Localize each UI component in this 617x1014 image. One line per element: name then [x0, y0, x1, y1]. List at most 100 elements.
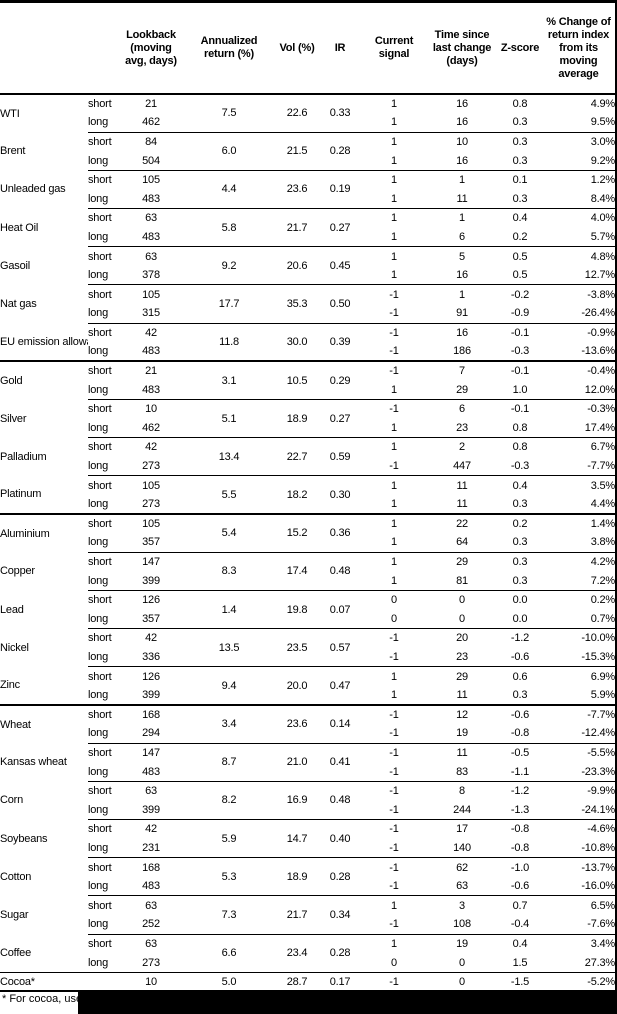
- cell-annualized-return: 5.4: [182, 513, 276, 553]
- cell-vol: 28.7: [276, 971, 318, 992]
- cell-z-score: -0.8: [498, 819, 542, 839]
- cell-commodity-name: Unleaded gas: [0, 183, 66, 196]
- cell-current-signal: -1: [362, 857, 426, 877]
- cell-commodity-name: Brent: [0, 145, 26, 158]
- cell-ir: 0.07: [318, 589, 362, 629]
- cell-lookback: 231: [142, 841, 160, 854]
- cell-current-signal: -1: [389, 345, 399, 358]
- footnote-text: * For cocoa, uses c: [2, 993, 97, 1006]
- cell-z-score: 0.0: [498, 589, 542, 610]
- cell-days-since-change: 186: [453, 345, 471, 358]
- cell-position: short: [88, 398, 120, 419]
- table-row: long 483 -1 63 -0.6 -16.0%: [0, 877, 615, 896]
- cell-z-score: -1.0: [498, 857, 542, 877]
- cell-lookback: 63: [120, 933, 182, 954]
- cell-position: long: [88, 803, 108, 816]
- cell-z-score: 0.3: [512, 116, 528, 129]
- cell-z-score: 0.8: [512, 98, 528, 111]
- cell-lookback: 462: [142, 116, 160, 129]
- cell-position: long: [88, 307, 108, 320]
- cell-vol: 22.6: [286, 107, 308, 120]
- cell-days-since-change: 81: [456, 574, 468, 587]
- cell-days-since-change: 0: [426, 589, 498, 610]
- cell-z-score: -0.4: [510, 918, 530, 931]
- table-row: Nat gas short 105 17.7 35.3 0.50 -1 1 -0.2 -3.8%: [0, 284, 615, 324]
- cell-position: short: [88, 780, 120, 801]
- cell-position: short: [88, 360, 120, 381]
- cell-current-signal: 1: [391, 98, 397, 111]
- cell-position: short: [88, 742, 120, 763]
- cell-ir: 0.30: [318, 475, 362, 515]
- cell-z-score: 0.1: [498, 169, 542, 190]
- header-vol: Vol (%): [276, 3, 318, 95]
- cell-z-score: 1.5: [512, 956, 528, 969]
- cell-ir: 0.47: [318, 666, 362, 705]
- cell-position: long: [88, 574, 108, 587]
- commodity-group: Brent short 84 6.0 21.5 0.28 1 10 0.3 3.0% long 504…: [0, 131, 615, 171]
- cell-days-since-change: 0: [459, 956, 465, 969]
- cell-days-since-change: 0: [459, 612, 465, 625]
- cell-position: long: [88, 651, 108, 664]
- cell-z-score: 0.7: [498, 895, 542, 916]
- commodity-group: Gasoil short 63 9.2 20.6 0.45 1 5 0.5 4.8% long 378…: [0, 246, 615, 285]
- cell-current-signal: 1: [391, 498, 397, 511]
- table-row: EU emission allowancesshort4211.830.00.3…: [0, 322, 615, 362]
- cell-pct-change: -5.2%: [542, 971, 615, 992]
- commodity-group: Copper short 147 8.3 17.4 0.48 1 29 0.3 4.2% long 3…: [0, 551, 615, 591]
- cell-pct-change: -13.6%: [581, 345, 615, 358]
- table-row: long 252 -1 108 -0.4 -7.6%: [0, 915, 615, 934]
- commodity-group: Nickel short 42 13.5 23.5 0.57 -1 20 -1.2 -10.0% l…: [0, 628, 615, 667]
- cell-days-since-change: 5: [426, 246, 498, 266]
- table-row: long 378 1 16 0.5 12.7%: [0, 266, 615, 285]
- cell-vol: 19.8: [276, 589, 318, 629]
- header-position: [88, 3, 120, 95]
- cell-lookback: 462: [142, 421, 160, 434]
- cell-pct-change: 4.4%: [590, 498, 615, 511]
- commodity-group: Aluminium short 105 5.4 15.2 0.36 1 22 0.2 1.4% lo…: [0, 513, 615, 553]
- cell-days-since-change: 16: [456, 269, 468, 282]
- table-row: long 504 1 16 0.3 9.2%: [0, 151, 615, 170]
- cell-pct-change: -26.4%: [581, 307, 615, 320]
- cell-pct-change: 3.0%: [542, 131, 615, 152]
- cell-commodity-name: Nat gas: [0, 298, 37, 311]
- table-row: Brent short 84 6.0 21.5 0.28 1 10 0.3 3.0%: [0, 131, 615, 171]
- cell-annualized-return: 6.6: [182, 933, 276, 973]
- cell-days-since-change: 19: [426, 933, 498, 954]
- cell-position: long: [88, 192, 108, 205]
- commodity-group: Cocoa* 10 5.0 28.7 0.17 -1 0 -1.5 -5.2%: [0, 971, 615, 992]
- cell-position: short: [88, 169, 120, 190]
- cell-current-signal: -1: [362, 322, 426, 343]
- table-row: long 483 -1 83 -1.1 -23.3%: [0, 762, 615, 781]
- cell-current-signal: 1: [391, 688, 397, 701]
- cell-current-signal: 1: [391, 230, 397, 243]
- cell-z-score: -0.6: [498, 703, 542, 725]
- cell-position: short: [88, 208, 120, 228]
- cell-position: long: [88, 230, 108, 243]
- cell-lookback: 336: [142, 651, 160, 664]
- cell-lookback: 273: [142, 498, 160, 511]
- cell-pct-change: 9.2%: [590, 154, 615, 167]
- cell-z-score: -0.8: [510, 727, 530, 740]
- cell-position: long: [88, 727, 108, 740]
- cell-annualized-return: 5.8: [182, 208, 276, 247]
- cell-pct-change: -15.3%: [581, 651, 615, 664]
- cell-days-since-change: 10: [426, 131, 498, 152]
- cell-lookback: 105: [120, 284, 182, 305]
- cell-position: short: [88, 589, 120, 610]
- cell-days-since-change: 23: [456, 421, 468, 434]
- cell-pct-change: 4.8%: [542, 246, 615, 266]
- cell-lookback: 105: [120, 169, 182, 190]
- cell-current-signal: -1: [362, 360, 426, 381]
- cell-z-score: -1.3: [510, 803, 530, 816]
- cell-days-since-change: 16: [456, 116, 468, 129]
- cell-days-since-change: 1: [426, 169, 498, 190]
- header-time-since-last-change: Time since last change (days): [426, 3, 498, 95]
- cell-z-score: 0.8: [498, 437, 542, 457]
- cell-ir: 0.34: [318, 895, 362, 935]
- cell-current-signal: 1: [362, 551, 426, 572]
- cell-days-since-change: 16: [426, 322, 498, 343]
- cell-annualized-return: 5.5: [182, 475, 276, 515]
- cell-lookback: 357: [142, 536, 160, 549]
- table-row: Gold short 21 3.1 10.5 0.29 -1 7 -0.1 -0.4%: [0, 360, 615, 400]
